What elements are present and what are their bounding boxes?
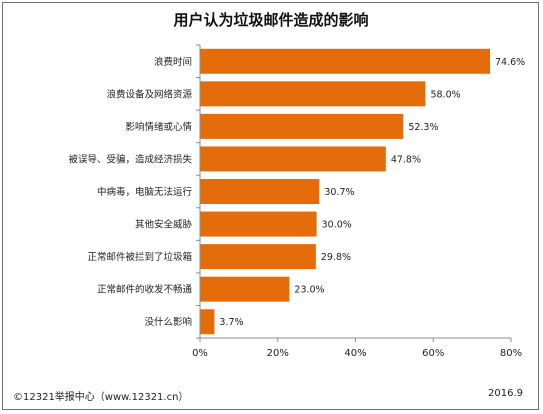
- bar: [200, 81, 426, 107]
- category-label: 被误导、受骗，造成经济损失: [68, 153, 192, 165]
- data-label: 29.8%: [321, 252, 351, 263]
- x-tick-label: 80%: [500, 348, 522, 359]
- data-label: 23.0%: [294, 285, 324, 296]
- chart-title: 用户认为垃圾邮件造成的影响: [173, 11, 368, 29]
- data-label: 30.0%: [322, 220, 352, 231]
- chart-frame: 用户认为垃圾邮件造成的影响浪费时间 74.6% 浪费设备及网络资源 58.0% 影响情绪…: [2, 2, 539, 410]
- category-label: 浪费时间: [154, 56, 192, 68]
- category-label: 其他安全威胁: [135, 219, 193, 231]
- footer-source: ©12321举报中心（www.12321.cn）: [13, 392, 189, 403]
- category-label: 正常邮件被拦到了垃圾箱: [87, 251, 192, 263]
- data-label: 52.3%: [408, 122, 438, 133]
- data-label: 58.0%: [430, 89, 460, 100]
- footer-date: 2016.9: [488, 388, 523, 399]
- bar: [200, 276, 290, 302]
- category-label: 中病毒，电脑无法运行: [97, 186, 193, 198]
- data-label: 3.7%: [219, 317, 243, 328]
- bar: [200, 146, 386, 172]
- category-label: 影响情绪或心情: [125, 121, 192, 133]
- x-tick-label: 20%: [267, 348, 289, 359]
- category-label: 没什么影响: [144, 316, 192, 328]
- x-tick-label: 60%: [422, 348, 444, 359]
- data-label: 74.6%: [495, 57, 525, 68]
- data-label: 30.7%: [324, 187, 354, 198]
- bar: [200, 179, 320, 204]
- bar: [200, 244, 316, 270]
- bar: [200, 48, 491, 74]
- category-label: 浪费设备及网络资源: [106, 88, 192, 100]
- x-tick-label: 0%: [192, 348, 208, 359]
- data-label: 47.8%: [391, 154, 421, 165]
- bar: [200, 113, 404, 139]
- bar: [200, 211, 317, 237]
- category-label: 正常邮件的收发不畅通: [97, 284, 193, 296]
- bar: [200, 309, 215, 335]
- x-tick-label: 40%: [344, 348, 366, 359]
